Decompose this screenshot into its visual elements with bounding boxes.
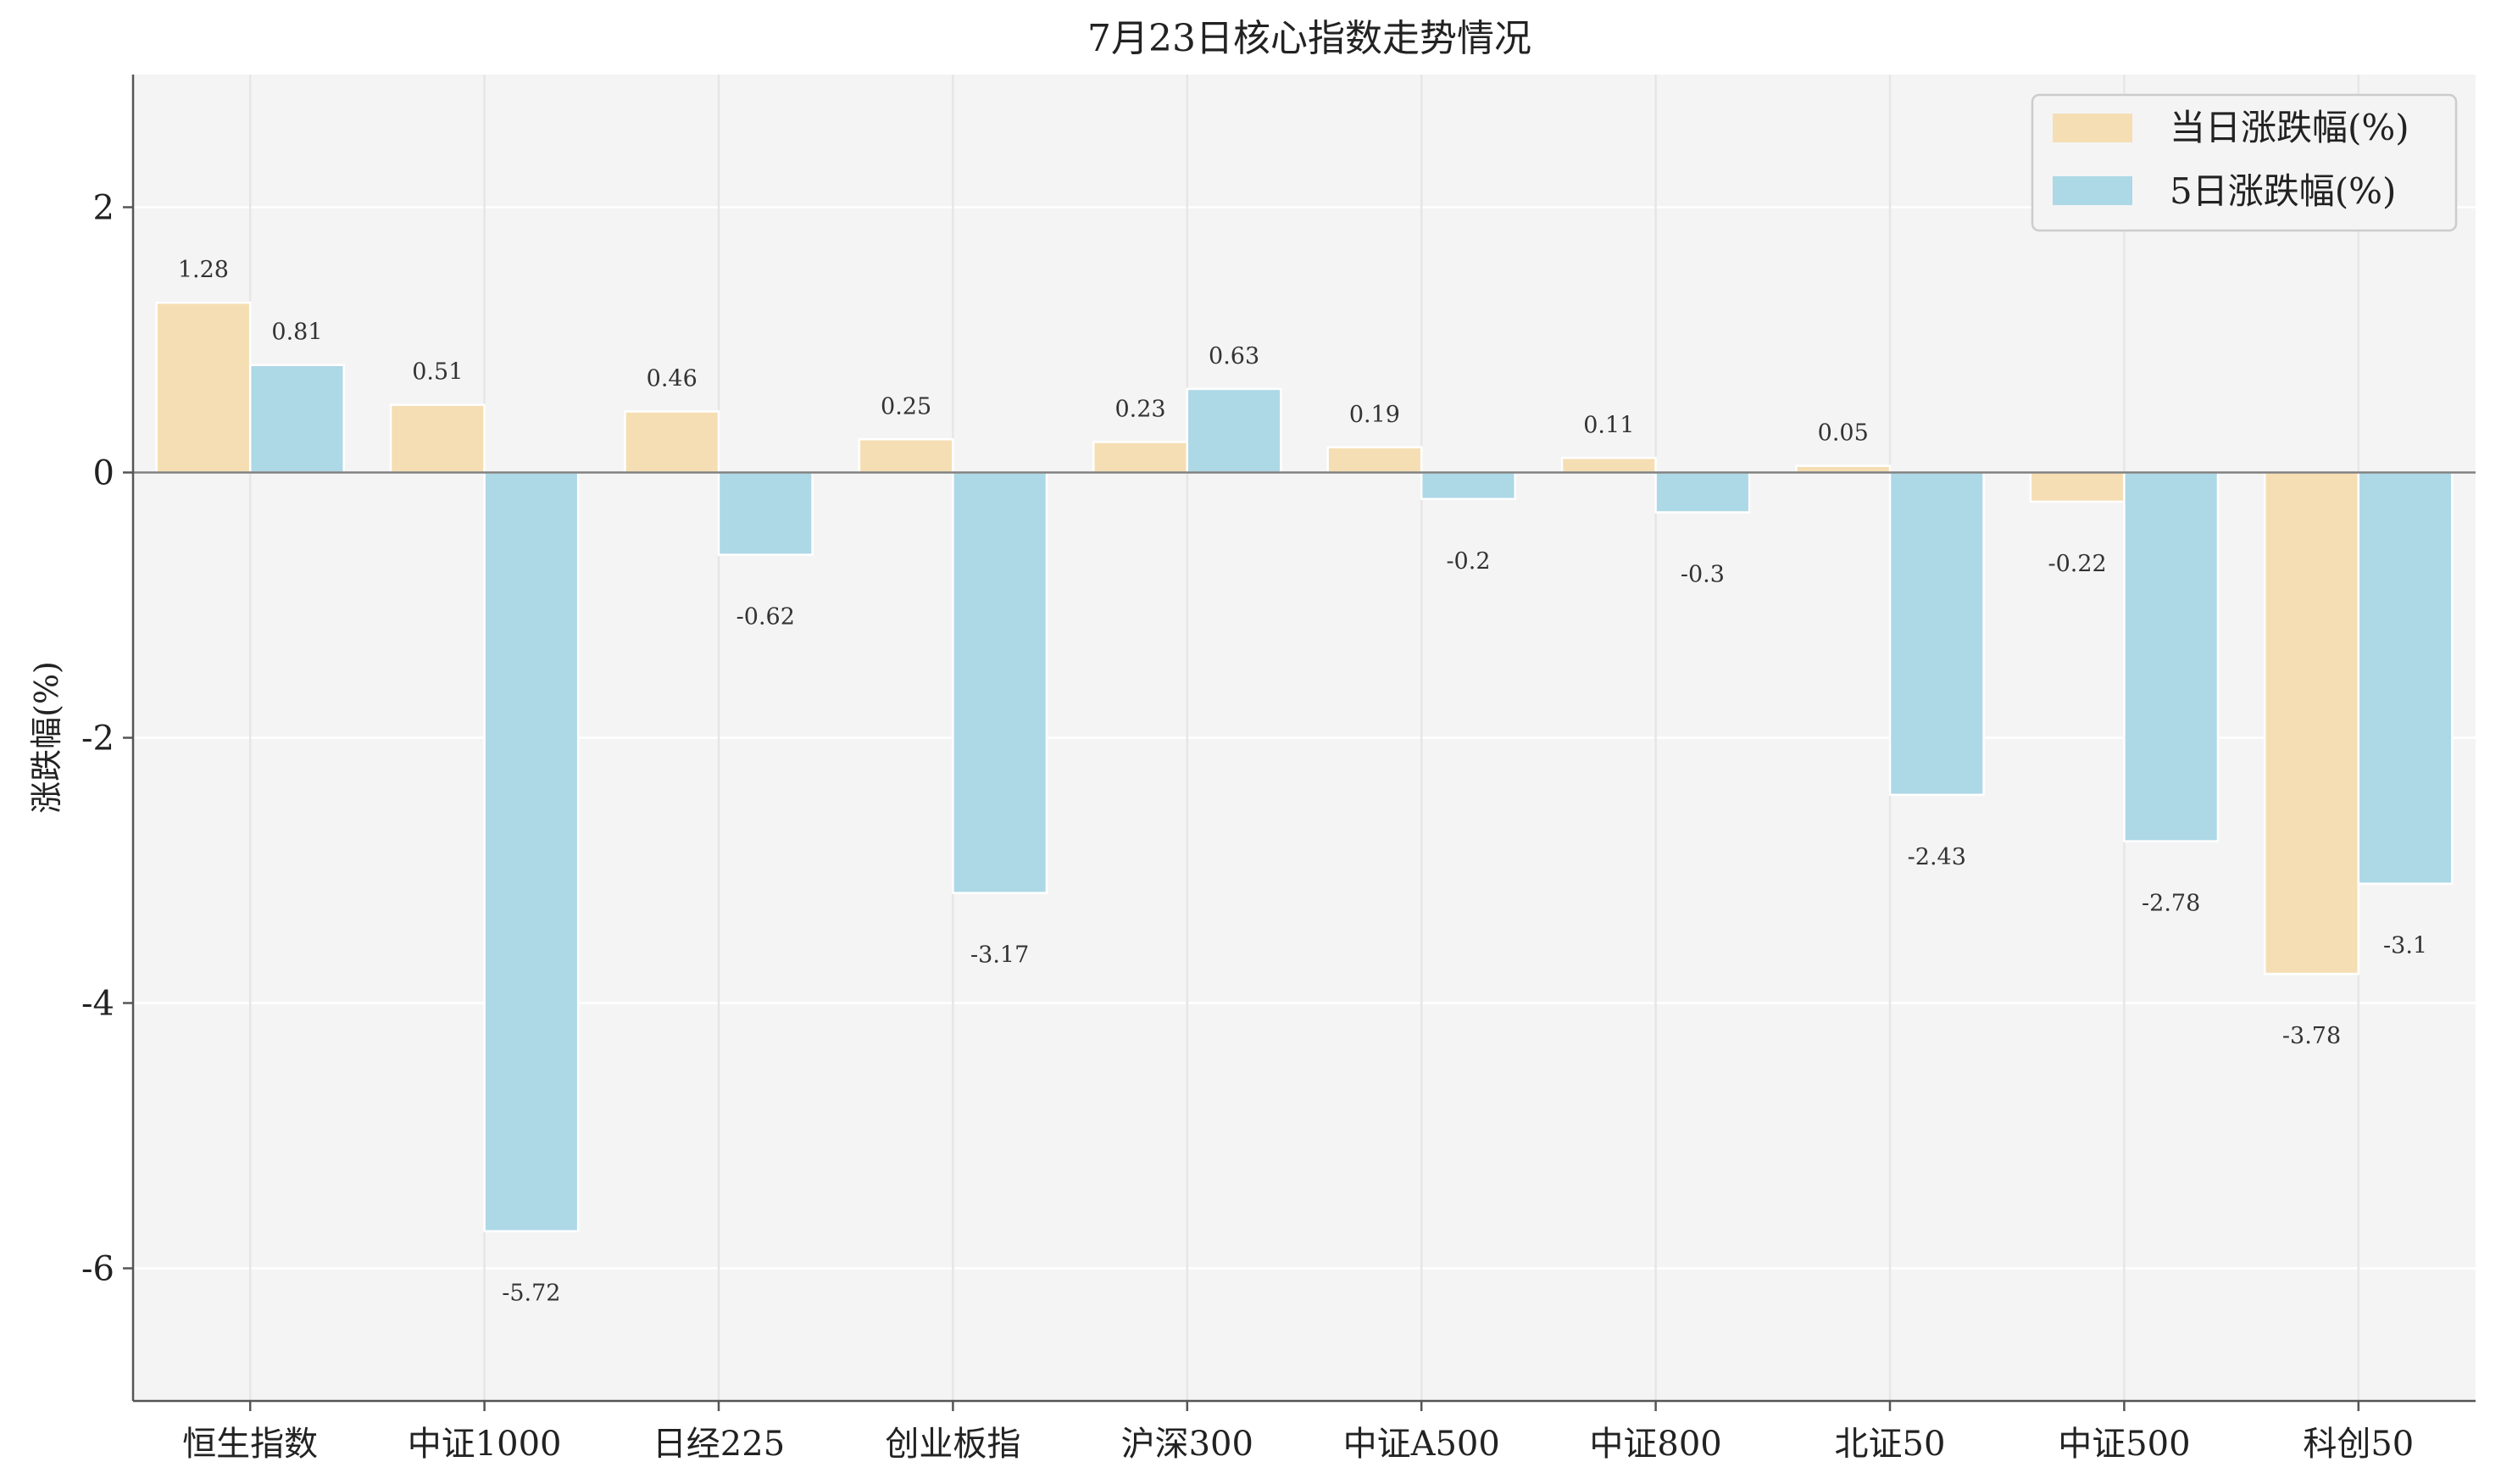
x-tick-label: 中证800 <box>1589 1425 1721 1464</box>
bar-5day <box>1186 387 1282 474</box>
bar-5day <box>2123 471 2220 842</box>
bar-daily <box>1326 446 1423 474</box>
x-tick-label: 中证500 <box>2058 1425 2190 1464</box>
data-label: 0.63 <box>1209 343 1259 370</box>
y-tick-label: -6 <box>81 1250 114 1289</box>
data-label: 0.11 <box>1583 412 1634 438</box>
data-label: 1.28 <box>178 257 229 283</box>
bar-daily <box>1560 457 1657 474</box>
data-label: 0.51 <box>412 359 463 386</box>
chart-title: 7月23日核心指数走势情况 <box>1087 17 1531 60</box>
data-label: 0.46 <box>647 366 698 392</box>
data-label: -2.43 <box>1908 844 1966 870</box>
data-labels: 1.28 0.51 0.46 0.25 0.23 0.19 0.11 0.05 -0.22 -3.… <box>178 257 2427 1307</box>
data-label: 0.81 <box>271 320 322 346</box>
data-label: -0.3 <box>1681 561 1725 587</box>
legend-swatch-5day <box>2053 176 2132 205</box>
bar-5day <box>2357 471 2454 885</box>
y-axis-label: 涨跌幅(%) <box>28 661 65 814</box>
bars <box>155 301 2454 1232</box>
bar-5day <box>1888 471 1985 797</box>
y-tick-label: 2 <box>93 189 114 228</box>
y-tick-label: 0 <box>93 454 114 493</box>
bar-daily <box>1092 441 1189 474</box>
bar-daily <box>2263 471 2360 975</box>
legend: 当日涨跌幅(%) 5日涨跌幅(%) <box>2031 93 2458 232</box>
y-tick-label: -4 <box>81 985 114 1024</box>
bar-daily <box>389 403 486 474</box>
x-tick-label: 中证1000 <box>408 1425 562 1464</box>
bar-5day <box>248 364 346 474</box>
x-tick-label: 日经225 <box>653 1425 785 1464</box>
data-label: -3.78 <box>2282 1023 2341 1049</box>
data-label: -0.22 <box>2048 551 2106 577</box>
bar-daily <box>155 301 252 474</box>
data-label: -5.72 <box>502 1281 560 1307</box>
data-label: 0.23 <box>1114 397 1165 423</box>
y-tick-label: -2 <box>81 720 114 759</box>
data-label: 0.05 <box>1818 420 1869 447</box>
legend-label-5day: 5日涨跌幅(%) <box>2170 170 2396 212</box>
bar-5day <box>483 471 580 1232</box>
x-axis-ticks: 恒生指数 中证1000 日经225 创业板指 沪深300 中证A500 中证800 北证50 中… <box>182 1401 2414 1464</box>
data-label: -0.2 <box>1446 548 1490 575</box>
x-tick-label: 中证A500 <box>1343 1425 1500 1464</box>
bar-daily <box>2029 471 2126 503</box>
data-label: -3.1 <box>2383 933 2427 959</box>
y-axis-ticks: 2 0 -2 -4 -6 <box>81 189 133 1289</box>
bar-5day <box>952 471 1048 894</box>
legend-label-daily: 当日涨跌幅(%) <box>2170 107 2409 148</box>
bar-daily <box>858 438 954 474</box>
bar-daily <box>624 410 720 474</box>
data-label: -3.17 <box>970 942 1029 969</box>
x-tick-label: 北证50 <box>1835 1425 1946 1464</box>
data-label: -2.78 <box>2142 891 2200 917</box>
data-label: 0.19 <box>1349 402 1400 428</box>
x-tick-label: 科创50 <box>2303 1425 2414 1464</box>
x-tick-label: 沪深300 <box>1121 1425 1253 1464</box>
bar-5day <box>717 471 814 556</box>
data-label: 0.25 <box>881 393 931 420</box>
legend-swatch-daily <box>2053 114 2132 142</box>
bar-5day <box>1420 471 1517 501</box>
x-tick-label: 创业板指 <box>885 1425 1020 1464</box>
bar-5day <box>1654 471 1751 514</box>
legend-frame <box>2031 93 2458 232</box>
x-tick-label: 恒生指数 <box>182 1425 318 1464</box>
data-label: -0.62 <box>736 604 795 631</box>
